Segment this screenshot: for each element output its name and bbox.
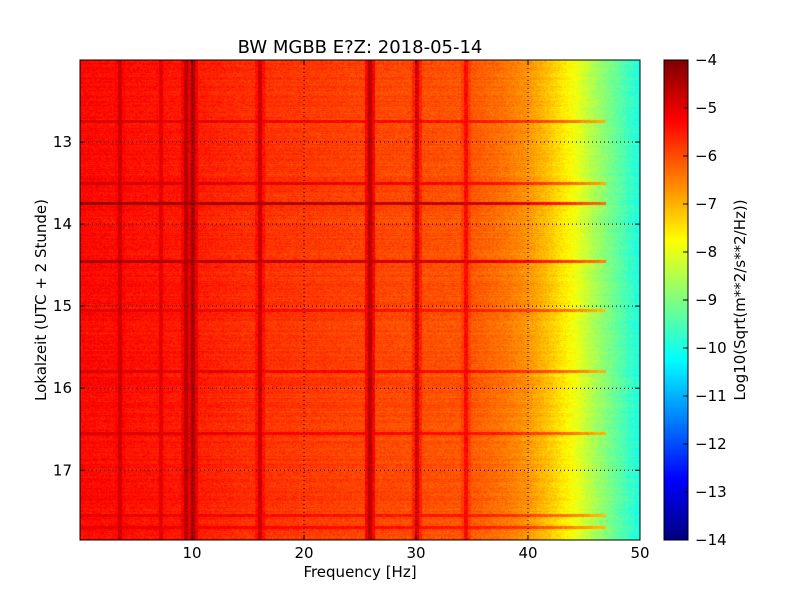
x-tick-label: 30 (406, 544, 425, 562)
x-tick-label: 50 (630, 544, 649, 562)
colorbar-ticks: −4 −5 −6 −7 −8 −9 −10 −11 −12 −13 −14 (683, 51, 727, 549)
x-tick-label: 40 (518, 544, 537, 562)
x-tick-label: 10 (182, 544, 201, 562)
plot-frame (79, 59, 641, 541)
colorbar-tick-label: −12 (695, 435, 727, 453)
x-axis-label: Frequency [Hz] (303, 563, 416, 581)
y-axis-label: Lokalzeit (UTC + 2 Stunde) (32, 199, 50, 401)
colorbar-tick-label: −4 (695, 51, 717, 69)
spectrogram-heatmap (80, 60, 640, 540)
plot-area (79, 59, 641, 541)
y-tick-label: 14 (53, 215, 72, 233)
colorbar-tick-label: −11 (695, 387, 727, 405)
colorbar-tick-label: −13 (695, 483, 727, 501)
spectrogram-image-holder (80, 60, 640, 540)
y-tick-label: 16 (53, 379, 72, 397)
colorbar: −4 −5 −6 −7 −8 −9 −10 −11 −12 −13 −14 (663, 51, 727, 549)
x-tick-label: 20 (294, 544, 313, 562)
colorbar-tick-label: −7 (695, 195, 717, 213)
y-tick-label: 13 (53, 133, 72, 151)
y-tick-label: 15 (53, 297, 72, 315)
colorbar-tick-label: −10 (695, 339, 727, 357)
colorbar-tick-label: −5 (695, 99, 717, 117)
x-axis: 10 20 30 40 50 (182, 60, 650, 562)
grid-lines (80, 60, 640, 540)
colorbar-tick-label: −14 (695, 531, 727, 549)
colorbar-tick-label: −8 (695, 243, 717, 261)
colorbar-tick-label: −9 (695, 291, 717, 309)
colorbar-label: Log10(Sqrt(m**2/s**2/Hz)) (731, 199, 749, 400)
colorbar-tick-label: −6 (695, 147, 717, 165)
chart-title: BW MGBB E?Z: 2018-05-14 (238, 37, 483, 58)
y-tick-label: 17 (53, 461, 72, 479)
y-axis: 13 14 15 16 17 (53, 133, 640, 479)
